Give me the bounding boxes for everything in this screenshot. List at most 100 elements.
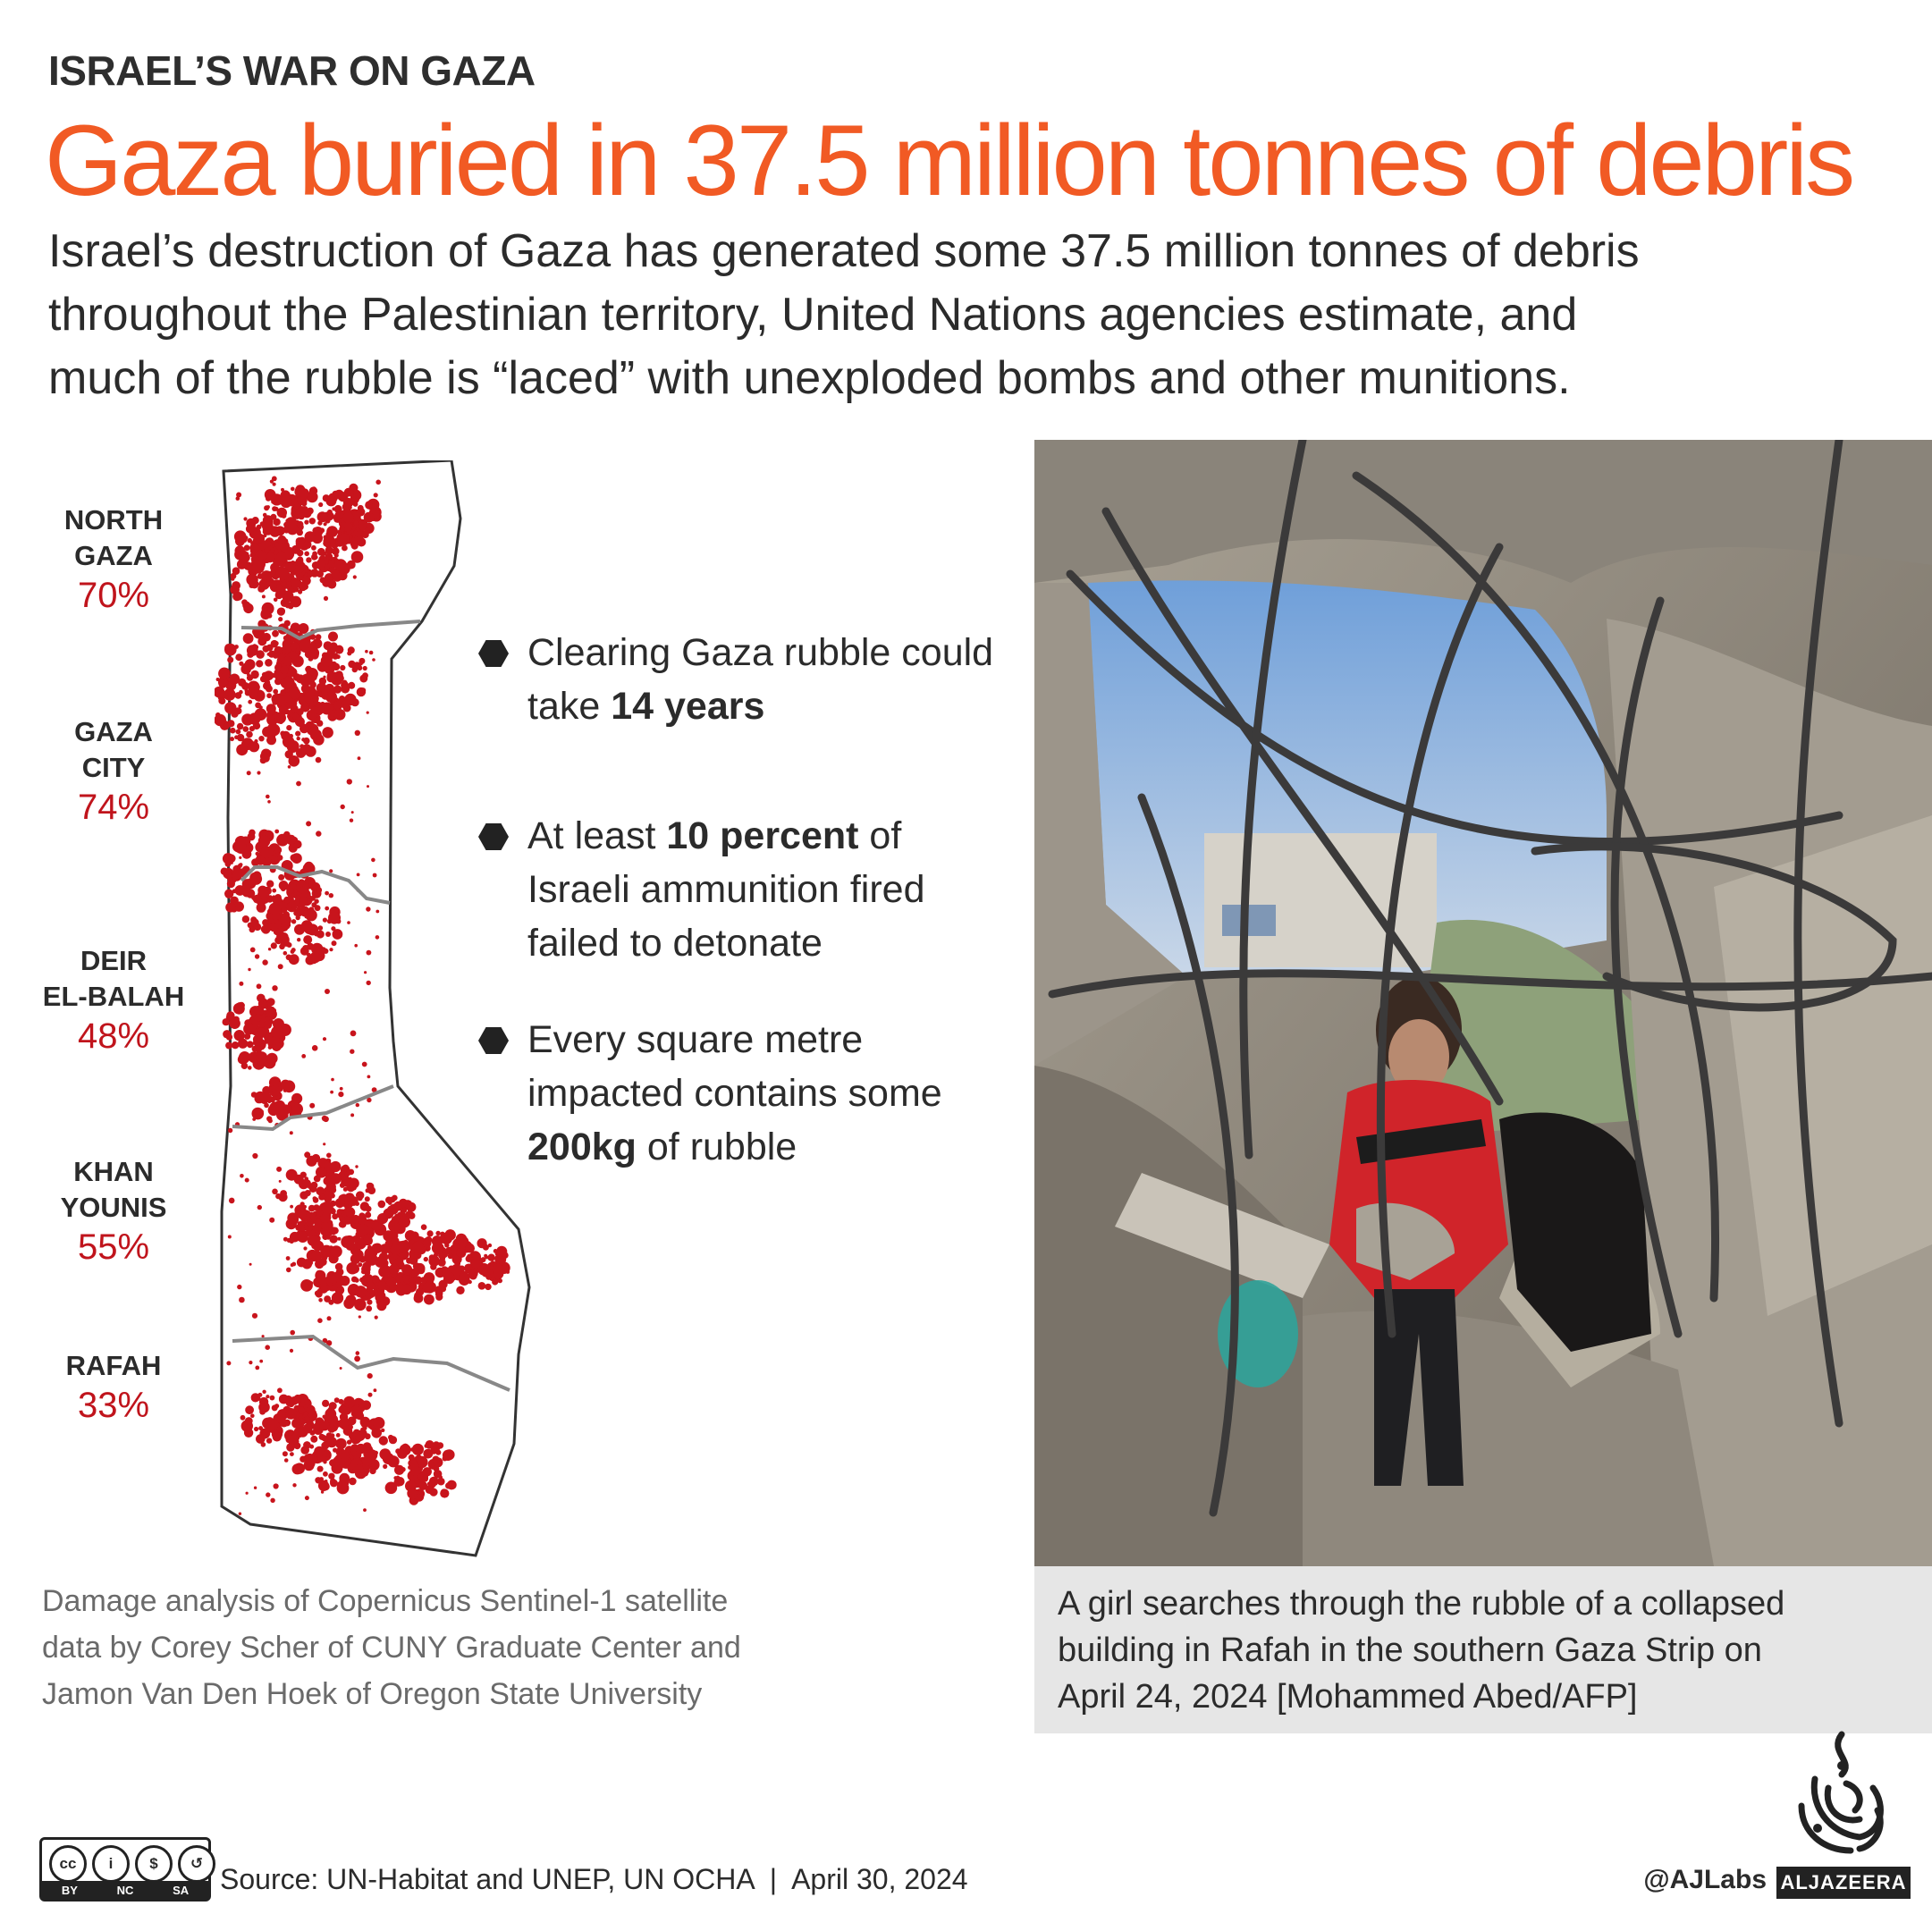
damage-dot xyxy=(297,520,304,527)
damage-dot xyxy=(301,500,308,507)
damage-dot xyxy=(294,504,300,510)
damage-dot xyxy=(339,1086,343,1091)
damage-dot xyxy=(492,1278,499,1286)
damage-dot xyxy=(256,650,265,659)
damage-dot xyxy=(239,689,243,695)
damage-dot xyxy=(485,1274,492,1280)
damage-dot xyxy=(275,1193,282,1200)
damage-dot xyxy=(288,1439,295,1446)
damage-dot xyxy=(302,1179,311,1188)
damage-dot xyxy=(236,492,242,498)
damage-dot xyxy=(492,1263,504,1276)
damage-dot xyxy=(289,687,301,699)
share-alike-icon: ↺ xyxy=(178,1845,215,1883)
license-by: BY xyxy=(61,1883,78,1897)
damage-dot xyxy=(358,1404,366,1412)
damage-dot xyxy=(391,1216,400,1224)
damage-dot xyxy=(250,1413,255,1418)
damage-dot xyxy=(254,1013,262,1022)
damage-dot xyxy=(328,1402,337,1411)
damage-dot xyxy=(332,547,340,555)
damage-dot xyxy=(276,607,285,616)
damage-dot xyxy=(279,1419,289,1428)
damage-dot xyxy=(278,1179,282,1183)
damage-dot xyxy=(238,678,247,687)
damage-dot xyxy=(409,1461,419,1471)
damage-dot xyxy=(349,490,354,495)
damage-dot xyxy=(448,1480,454,1487)
damage-dot xyxy=(266,693,272,699)
damage-dot xyxy=(311,544,316,551)
damage-dot xyxy=(349,562,356,569)
damage-dot xyxy=(360,1427,365,1432)
damage-dot xyxy=(377,1200,386,1209)
damage-dot xyxy=(247,537,252,544)
damage-dot xyxy=(443,1449,455,1461)
damage-dot xyxy=(470,1258,481,1269)
damage-dot xyxy=(320,1490,325,1494)
region-name: GAZA xyxy=(74,716,153,747)
damage-dot xyxy=(271,1090,278,1097)
damage-dot xyxy=(315,634,322,640)
region-name: GAZA xyxy=(74,540,153,571)
damage-dot xyxy=(236,559,247,569)
damage-dot xyxy=(250,1092,257,1098)
damage-dot xyxy=(309,1212,316,1218)
damage-dot xyxy=(333,708,346,721)
damage-dot xyxy=(257,585,266,593)
damage-dot xyxy=(325,890,329,896)
damage-dot xyxy=(304,1415,310,1422)
damage-dot xyxy=(450,1244,458,1252)
damage-dot xyxy=(268,1094,272,1099)
damage-dot xyxy=(269,526,281,537)
damage-dot xyxy=(241,915,250,923)
damage-dot xyxy=(347,651,352,656)
damage-dot xyxy=(327,1282,333,1287)
damage-dot xyxy=(249,741,260,753)
damage-dot xyxy=(322,1399,330,1407)
damage-dot xyxy=(267,1104,280,1117)
damage-dot xyxy=(291,509,296,513)
damage-dot xyxy=(367,1392,373,1397)
fact-bullet: Every square metre impacted contains som… xyxy=(478,1013,997,1174)
damage-dot xyxy=(280,676,293,689)
damage-dot xyxy=(367,1373,373,1379)
damage-dot xyxy=(301,738,306,742)
al-jazeera-logo-icon xyxy=(1798,1731,1884,1854)
damage-dot xyxy=(487,1253,495,1261)
damage-dot xyxy=(346,1261,359,1275)
damage-dot xyxy=(444,1229,456,1241)
damage-dot xyxy=(315,737,324,746)
damage-dot xyxy=(291,919,297,924)
damage-dot xyxy=(257,696,262,702)
damage-dot xyxy=(303,935,313,945)
damage-dot xyxy=(350,1030,357,1037)
damage-dot xyxy=(323,1176,333,1185)
damage-dot xyxy=(281,540,286,545)
damage-dot xyxy=(354,1355,360,1362)
damage-dot xyxy=(426,1481,432,1486)
damage-dot xyxy=(309,681,316,688)
damage-dot xyxy=(238,704,242,709)
damage-dot xyxy=(268,902,282,915)
damage-dot xyxy=(296,736,300,741)
damage-dot xyxy=(289,1131,293,1135)
damage-dot xyxy=(316,1166,327,1178)
damage-dot xyxy=(354,1286,367,1298)
damage-dot xyxy=(241,879,253,890)
damage-dot xyxy=(266,1116,273,1122)
damage-dot xyxy=(313,1204,320,1211)
damage-dot xyxy=(256,1434,266,1444)
damage-dot xyxy=(246,1406,252,1412)
damage-dot xyxy=(242,726,249,732)
damage-dot xyxy=(309,951,321,964)
damage-dot xyxy=(234,1032,242,1040)
damage-dot xyxy=(318,1193,325,1201)
damage-dot xyxy=(254,738,258,744)
map-credit: Damage analysis of Copernicus Sentinel-1… xyxy=(42,1584,741,1711)
damage-dot xyxy=(371,1243,380,1252)
damage-dot xyxy=(401,1443,409,1452)
damage-dot xyxy=(262,959,268,966)
damage-dot xyxy=(301,576,311,586)
damage-dot xyxy=(351,1214,360,1224)
